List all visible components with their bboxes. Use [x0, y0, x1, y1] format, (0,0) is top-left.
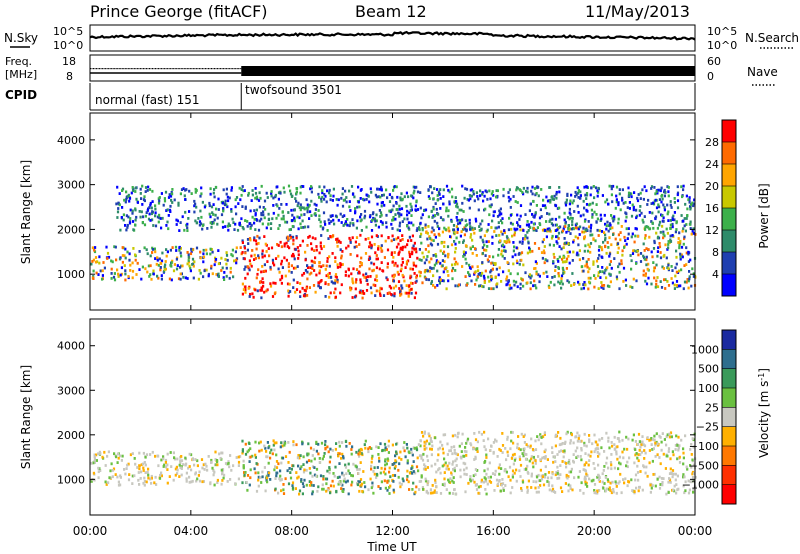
freq-label-line1: Freq.	[5, 55, 32, 68]
y-tick-label: 3000	[57, 384, 85, 397]
y-tick-label: 1000	[57, 268, 85, 281]
freq-trace	[90, 66, 695, 76]
y-tick-label: 4000	[57, 134, 85, 147]
nave-label: Nave	[747, 65, 778, 79]
colorbar-tick: 20	[705, 180, 719, 193]
time-x-axis: 00:00 04:00 08:00 12:00 16:00 20:00 00:00	[73, 113, 713, 538]
noise-left-label: N.Sky	[4, 31, 38, 45]
colorbar-tick: −25	[696, 421, 719, 434]
y-tick-label: 2000	[57, 429, 85, 442]
power-heatmap	[90, 184, 697, 300]
colorbar-tick: 4	[712, 268, 719, 281]
x-tick-label: 12:00	[375, 524, 410, 538]
velocity-colorbar: 1000 500 100 25 −25 −100 −500 −1000	[682, 329, 737, 505]
colorbar-tick: 8	[712, 246, 719, 259]
date-title: 11/May/2013	[585, 2, 690, 21]
power-colorbar: 28 24 20 16 12 8 4	[705, 119, 737, 297]
y-tick-label: 4000	[57, 340, 85, 353]
velocity-ylabel: Slant Range [km]	[19, 365, 33, 469]
freq-right-tick-bottom: 0	[707, 70, 714, 83]
velocity-heatmap	[90, 430, 697, 496]
colorbar-tick: 25	[705, 401, 719, 414]
noise-right-tick-bottom: 10^0	[707, 39, 737, 52]
noise-left-tick-top: 10^5	[53, 25, 83, 38]
freq-left-tick-bottom: 8	[66, 70, 73, 83]
noise-trace	[89, 30, 696, 41]
colorbar-tick: 1000	[691, 343, 719, 356]
colorbar-tick: 100	[698, 382, 719, 395]
colorbar-tick: −1000	[682, 479, 719, 492]
freq-right-tick-top: 60	[707, 55, 721, 68]
colorbar-tick: 500	[698, 363, 719, 376]
power-ylabel: Slant Range [km]	[19, 160, 33, 264]
velocity-panel-frame	[89, 318, 696, 516]
x-tick-label: 16:00	[476, 524, 511, 538]
x-tick-label: 00:00	[678, 524, 713, 538]
cpid-mode-2: twofsound 3501	[245, 83, 342, 97]
velocity-colorbar-label: Velocity [m s-1]	[757, 368, 771, 458]
power-y-axis: 1000 2000 3000 4000	[57, 134, 695, 281]
colorbar-tick: 24	[705, 158, 719, 171]
station-title: Prince George (fitACF)	[90, 2, 268, 21]
y-tick-label: 2000	[57, 223, 85, 236]
beam-title: Beam 12	[355, 2, 427, 21]
cpid-mode-1: normal (fast) 151	[95, 93, 199, 107]
y-tick-label: 3000	[57, 179, 85, 192]
x-tick-label: 04:00	[174, 524, 209, 538]
x-tick-label: 08:00	[274, 524, 309, 538]
noise-right-tick-top: 10^5	[707, 25, 737, 38]
colorbar-tick: 16	[705, 202, 719, 215]
noise-left-tick-bottom: 10^0	[53, 39, 83, 52]
colorbar-tick: −500	[689, 459, 719, 472]
velocity-y-axis: 1000 2000 3000 4000	[57, 340, 695, 486]
cpid-label: CPID	[5, 88, 37, 102]
colorbar-tick: 28	[705, 136, 719, 149]
freq-left-tick-top: 18	[62, 55, 76, 68]
x-tick-label: 00:00	[73, 524, 108, 538]
power-colorbar-label: Power [dB]	[757, 183, 771, 248]
x-tick-label: 20:00	[577, 524, 612, 538]
y-tick-label: 1000	[57, 473, 85, 486]
colorbar-tick: 12	[705, 224, 719, 237]
x-axis-label: Time UT	[366, 540, 417, 554]
colorbar-tick: −100	[689, 440, 719, 453]
noise-right-label: N.Search	[745, 31, 799, 45]
freq-label-line2: [MHz]	[5, 68, 37, 81]
noise-panel-frame	[89, 24, 696, 52]
